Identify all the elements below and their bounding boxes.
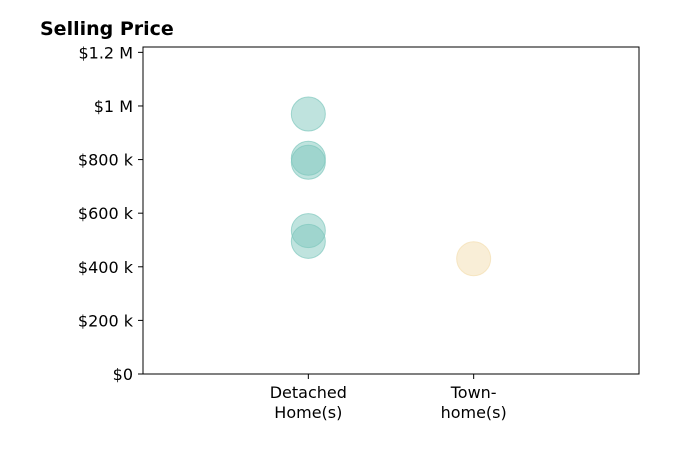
x-tick-label-line: Home(s) xyxy=(274,403,342,422)
x-tick-label-line: home(s) xyxy=(441,403,507,422)
x-tick-label: Town-home(s) xyxy=(441,383,507,422)
y-tick-label: $1.2 M xyxy=(78,43,133,62)
data-points xyxy=(290,96,492,277)
data-point xyxy=(456,241,492,277)
x-tick-label: Detached Home(s) xyxy=(270,383,347,422)
x-tick-label-line: Detached xyxy=(270,383,347,402)
data-point xyxy=(290,96,326,132)
y-tick-label: $400 k xyxy=(78,258,134,277)
y-tick-label: $1 M xyxy=(94,97,133,116)
data-point xyxy=(290,223,326,259)
plot-area: $0 $200 k $400 k $600 k $800 k $1 M $1.2 M Deta… xyxy=(78,43,507,422)
data-point xyxy=(290,144,326,180)
x-tick-label-line: Town- xyxy=(450,383,497,402)
y-tick-label: $600 k xyxy=(78,204,134,223)
chart-title: Selling Price xyxy=(40,18,174,40)
y-tick-label: $200 k xyxy=(78,311,134,330)
plot-frame xyxy=(142,46,640,375)
y-tick-label: $0 xyxy=(113,365,133,384)
y-tick-label: $800 k xyxy=(78,151,134,170)
